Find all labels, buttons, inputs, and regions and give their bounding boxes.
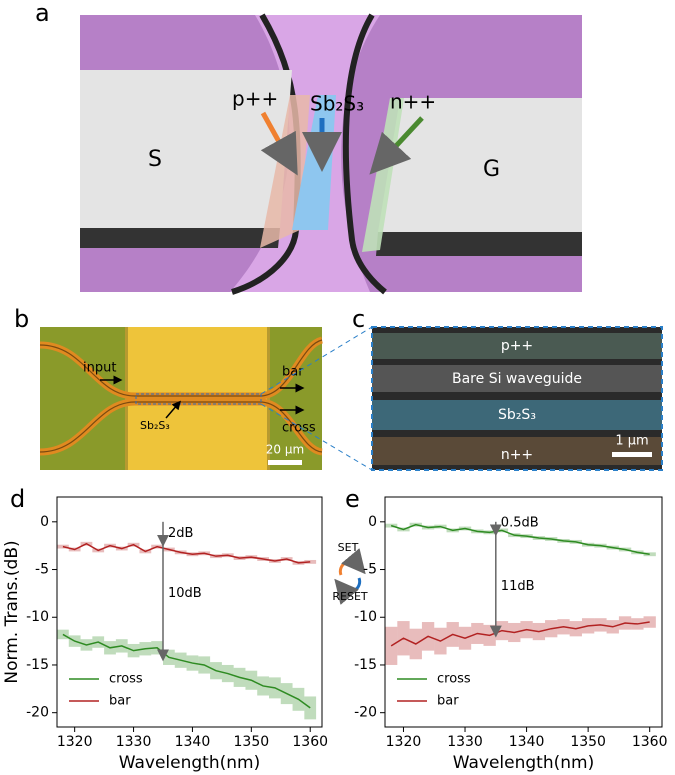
x-tick-label: 1360 [292, 734, 328, 750]
legend-label: bar [437, 694, 459, 709]
panel-label: c [352, 305, 365, 333]
region-label: Sb₂S₃ [140, 419, 170, 432]
switch-icon: SET RESET [332, 541, 368, 605]
region-label: p++ [232, 87, 278, 111]
switch-label: SET [338, 541, 359, 554]
y-tick-label: -20 [26, 705, 49, 721]
x-tick-label: 1320 [386, 734, 422, 750]
region-label: n++ [390, 90, 436, 114]
annotation: 0.5dB [501, 515, 539, 530]
series-line [62, 542, 311, 564]
panel-label: a [35, 0, 50, 27]
x-axis-label: Wavelength(nm) [119, 753, 260, 773]
switch-label: RESET [332, 590, 368, 603]
port-label: input [83, 361, 116, 376]
series-line [390, 523, 650, 556]
x-tick-label: 1330 [447, 734, 483, 750]
port-label: bar [282, 365, 304, 380]
series-line [390, 621, 650, 647]
y-tick-label: -15 [354, 657, 377, 673]
panel-label: d [10, 485, 25, 513]
y-tick-label: -15 [26, 657, 49, 673]
annotation: 10dB [168, 586, 202, 601]
scale-bar-label: 1 µm [615, 434, 648, 449]
x-tick-label: 1320 [57, 734, 93, 750]
device-schematic: S G p++ Sb₂S₃ n++ [80, 13, 582, 295]
series-line [62, 633, 311, 709]
axes-frame [384, 496, 663, 728]
sem-image: p++ Bare Si waveguide Sb₂S₃ n++ 1 µm [371, 326, 663, 471]
y-tick-label: -20 [354, 705, 377, 721]
annotation: 2dB [168, 526, 193, 541]
pad-label: G [483, 157, 500, 182]
x-tick-label: 1350 [234, 734, 270, 750]
layer-label: Sb₂S₃ [498, 407, 536, 423]
layer-label: p++ [501, 338, 533, 354]
region-label: Sb₂S₃ [310, 92, 364, 116]
annotation: 11dB [501, 579, 535, 594]
x-axis-label: Wavelength(nm) [453, 753, 594, 773]
y-tick-label: -10 [26, 609, 49, 625]
y-tick-label: -5 [363, 562, 377, 578]
legend-label: bar [109, 694, 131, 709]
layer-label: Bare Si waveguide [452, 371, 582, 387]
x-tick-label: 1330 [116, 734, 152, 750]
layer-label: n++ [501, 447, 533, 463]
micrograph: input bar cross Sb₂S₃ 20 µm [39, 326, 373, 471]
panel-label: e [345, 485, 360, 513]
y-tick-label: -5 [35, 562, 49, 578]
x-tick-label: 1350 [570, 734, 606, 750]
x-tick-label: 1340 [175, 734, 211, 750]
panel-label: b [14, 305, 29, 333]
y-tick-label: 0 [368, 514, 377, 530]
x-tick-label: 1360 [632, 734, 668, 750]
legend-label: cross [437, 672, 471, 687]
axes-frame [56, 496, 323, 728]
pad-label: S [148, 147, 162, 172]
y-axis-label: Norm. Trans.(dB) [2, 540, 22, 683]
legend-label: cross [109, 672, 143, 687]
y-tick-label: -10 [354, 609, 377, 625]
y-tick-label: 0 [40, 514, 49, 530]
scale-bar-label: 20 µm [266, 443, 304, 457]
x-tick-label: 1340 [509, 734, 545, 750]
